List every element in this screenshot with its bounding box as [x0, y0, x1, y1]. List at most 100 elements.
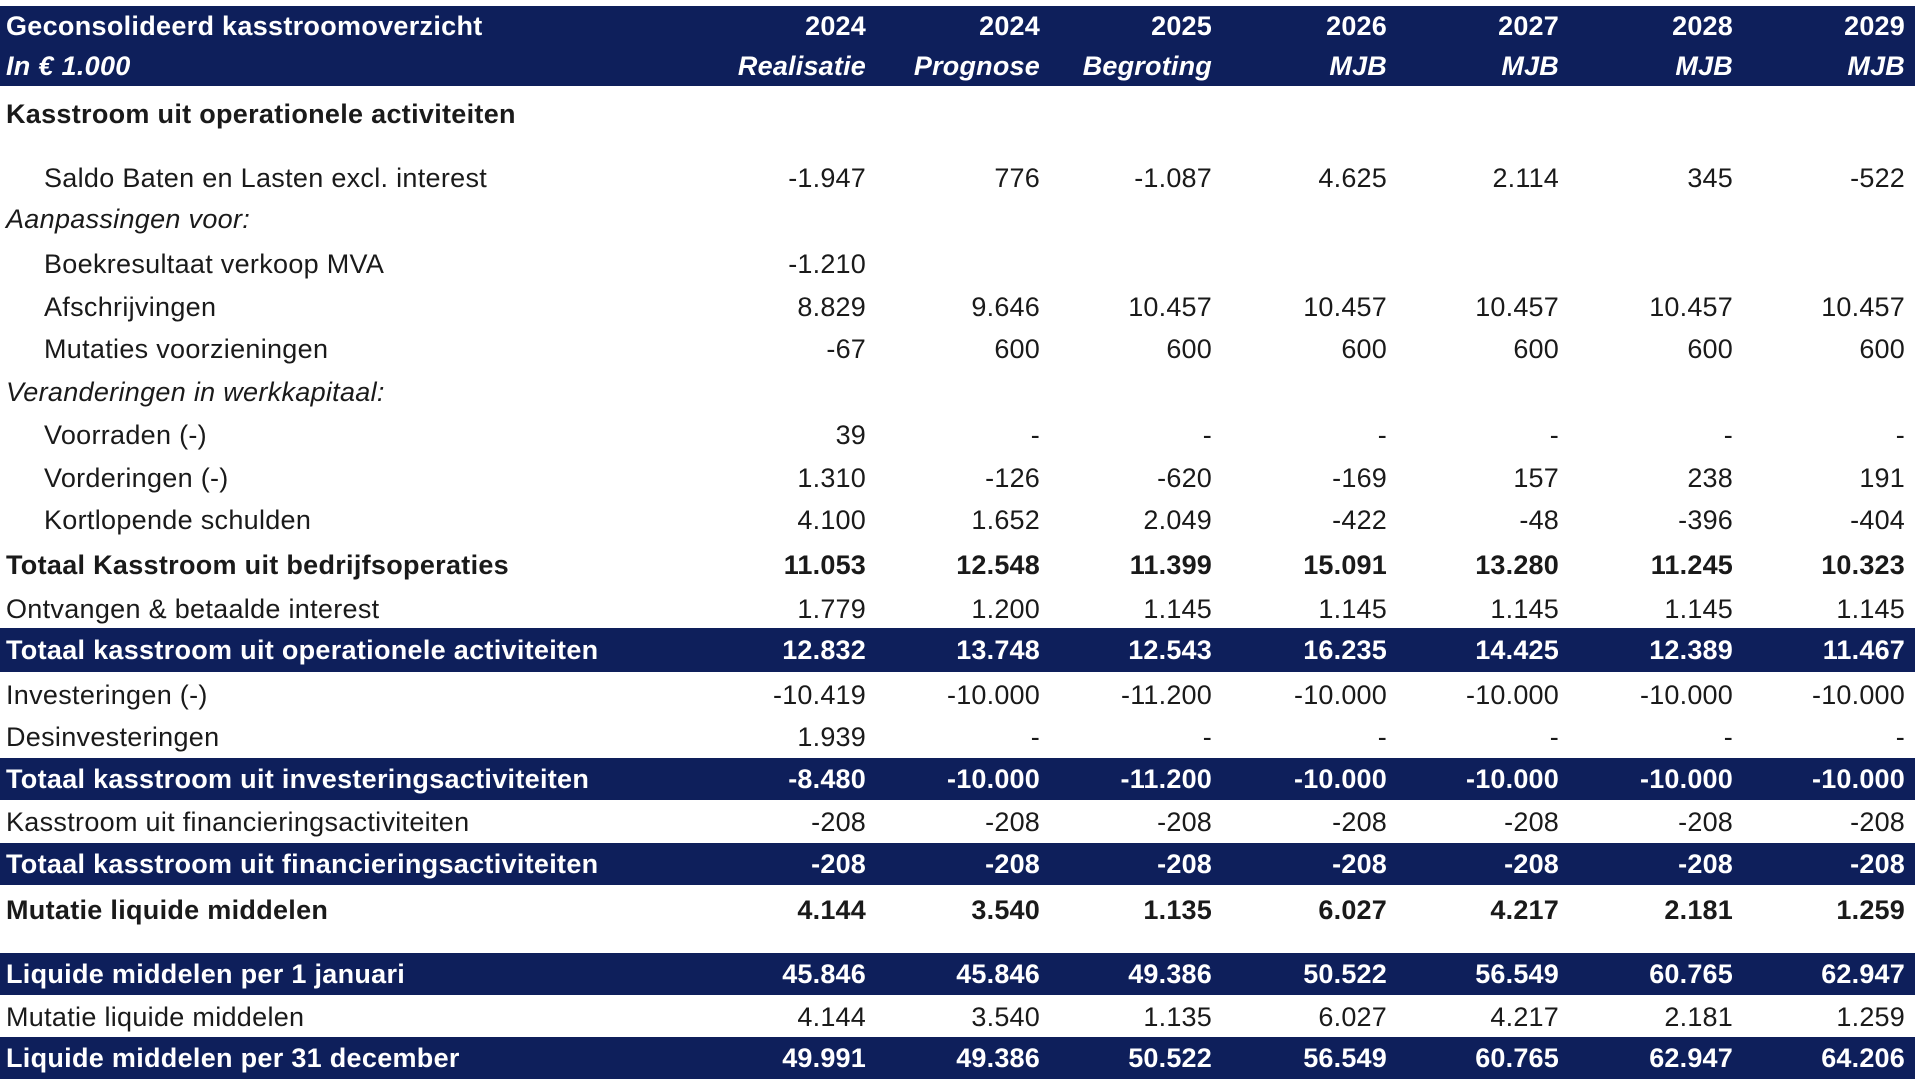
row-label: Investeringen (-): [6, 679, 208, 710]
table-cell: -169: [1332, 462, 1387, 493]
table-cell: -208: [1504, 848, 1559, 879]
table-cell: -1.087: [1134, 162, 1212, 193]
row-label: Liquide middelen per 31 december: [6, 1042, 460, 1073]
year-header: 2025: [1151, 10, 1212, 41]
table-cell: 238: [1687, 462, 1733, 493]
table-cell: 1.200: [971, 593, 1040, 624]
table-row: Vorderingen (-) 1.310 -126 -620 -169 157 238 19…: [0, 458, 1915, 498]
table-cell: 11.245: [1650, 549, 1733, 580]
table-cell: 600: [994, 333, 1040, 364]
table-cell: 12.832: [782, 634, 866, 665]
unit-label: In € 1.000: [6, 50, 131, 81]
table-cell: 157: [1513, 462, 1559, 493]
table-cell: -: [1549, 419, 1559, 450]
table-cell: -208: [1157, 848, 1212, 879]
table-row: Desinvesteringen 1.939 - - - - - -: [0, 717, 1915, 757]
table-cell: -: [1377, 419, 1387, 450]
row-label: Totaal kasstroom uit investeringsactivit…: [6, 763, 590, 794]
table-cell: -48: [1519, 504, 1559, 535]
table-cell: 39: [835, 419, 866, 450]
table-cell: -208: [1678, 848, 1733, 879]
table-cell: -208: [811, 848, 866, 879]
table-cell: -11.200: [1121, 679, 1212, 710]
row-label: Saldo Baten en Lasten excl. interest: [44, 162, 488, 193]
table-cell: -208: [1157, 806, 1212, 837]
table-cell: -10.000: [1466, 763, 1559, 794]
table-cell: 345: [1687, 162, 1733, 193]
table-cell: 12.389: [1649, 634, 1733, 665]
table-row: Boekresultaat verkoop MVA -1.210: [0, 244, 1915, 284]
type-header: Prognose: [913, 50, 1040, 81]
table-cell: 56.549: [1303, 1042, 1387, 1073]
table-cell: 1.145: [1836, 593, 1905, 624]
table-cell: 6.027: [1318, 1001, 1387, 1032]
table-cell: -10.000: [947, 763, 1040, 794]
table-cell: 11.467: [1822, 634, 1905, 665]
row-label: Mutaties voorzieningen: [44, 333, 329, 364]
row-label: Desinvesteringen: [6, 721, 220, 752]
table-row: Totaal kasstroom uit investeringsactivit…: [0, 758, 1915, 800]
table-row: Aanpassingen voor:: [0, 200, 1915, 238]
table-cell: 191: [1859, 462, 1905, 493]
table-row: Mutatie liquide middelen 4.144 3.540 1.135 6…: [0, 890, 1915, 930]
table-cell: 13.280: [1475, 549, 1559, 580]
year-header: 2024: [979, 10, 1040, 41]
table-cell: -: [1549, 721, 1559, 752]
table-cell: -: [1030, 419, 1040, 450]
table-cell: 4.217: [1490, 894, 1559, 925]
table-cell: -396: [1678, 504, 1733, 535]
table-cell: 14.425: [1475, 634, 1559, 665]
table-cell: -: [1202, 721, 1212, 752]
table-row: Ontvangen & betaalde interest 1.779 1.200 1…: [0, 589, 1915, 629]
table-cell: -1.210: [788, 248, 866, 279]
table-cell: 1.135: [1143, 894, 1212, 925]
table-cell: 8.829: [797, 291, 866, 322]
table-cell: -: [1895, 721, 1905, 752]
row-label: Mutatie liquide middelen: [6, 894, 329, 925]
table-cell: -10.000: [1294, 763, 1387, 794]
table-cell: 2.181: [1664, 894, 1733, 925]
row-label: Kasstroom uit operationele activiteiten: [6, 98, 516, 129]
year-header: 2024: [805, 10, 866, 41]
table-cell: -208: [1850, 848, 1905, 879]
table-cell: 60.765: [1649, 958, 1733, 989]
table-row: Kasstroom uit financieringsactiviteiten -…: [0, 802, 1915, 842]
table-cell: 49.386: [956, 1042, 1040, 1073]
table-row: Saldo Baten en Lasten excl. interest -1.9…: [0, 158, 1915, 198]
table-cell: 11.399: [1129, 549, 1212, 580]
table-row: Veranderingen in werkkapitaal:: [0, 372, 1915, 412]
table-cell: 2.181: [1664, 1001, 1733, 1032]
table-cell: 4.144: [797, 1001, 866, 1032]
table-row: Mutatie liquide middelen 4.144 3.540 1.135 6…: [0, 997, 1915, 1037]
table-cell: 64.206: [1821, 1042, 1905, 1073]
row-label: Aanpassingen voor:: [6, 203, 251, 234]
table-row: Liquide middelen per 31 december 49.991 49…: [0, 1037, 1915, 1079]
table-cell: 1.145: [1318, 593, 1387, 624]
table-cell: 6.027: [1318, 894, 1387, 925]
table-cell: -208: [1504, 806, 1559, 837]
table-cell: 1.135: [1143, 1001, 1212, 1032]
row-label: Veranderingen in werkkapitaal:: [6, 376, 385, 407]
table-cell: -208: [985, 848, 1040, 879]
table-cell: 600: [1166, 333, 1212, 364]
row-label: Kortlopende schulden: [44, 504, 312, 535]
table-cell: -208: [1850, 806, 1905, 837]
table-row: Investeringen (-) -10.419 -10.000 -11.200 -1…: [0, 675, 1915, 715]
table-cell: -126: [985, 462, 1040, 493]
table-cell: -11.200: [1120, 763, 1212, 794]
table-cell: 1.310: [797, 462, 866, 493]
table-cell: -208: [811, 806, 866, 837]
type-header: MJB: [1329, 50, 1387, 81]
table-cell: -208: [1332, 848, 1387, 879]
table-cell: 56.549: [1475, 958, 1559, 989]
row-label: Kasstroom uit financieringsactiviteiten: [6, 806, 470, 837]
table-row: Totaal kasstroom uit operationele activi…: [0, 628, 1915, 672]
table-cell: 1.259: [1836, 1001, 1905, 1032]
header-row-years: Geconsolideerd kasstroomoverzicht 2024 202…: [0, 6, 1915, 46]
table-cell: 600: [1687, 333, 1733, 364]
table-cell: 11.053: [783, 549, 866, 580]
table-cell: 10.323: [1821, 549, 1905, 580]
table-cell: 2.114: [1492, 162, 1559, 193]
table-cell: 600: [1513, 333, 1559, 364]
